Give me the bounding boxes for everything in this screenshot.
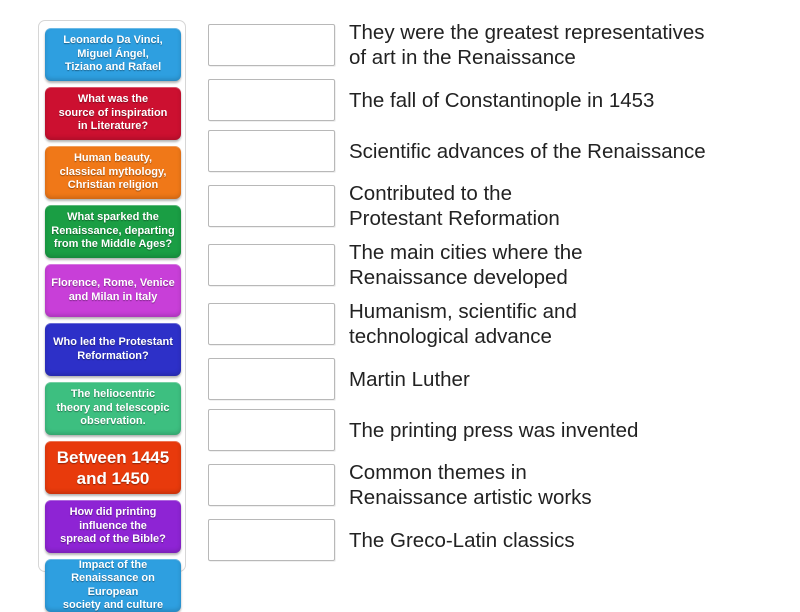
match-answer-text: The fall of Constantinople in 1453 (349, 88, 655, 112)
draggable-tile[interactable]: The heliocentric theory and telescopic o… (45, 382, 181, 435)
tile-label: Between 1445 and 1450 (56, 447, 170, 488)
match-row: They were the greatest representatives o… (208, 20, 788, 70)
draggable-tile[interactable]: Florence, Rome, Venice and Milan in Ital… (45, 264, 181, 317)
match-answer-text: The Greco-Latin classics (349, 528, 575, 552)
match-answer-text: Martin Luther (349, 367, 470, 391)
drop-target-box[interactable] (208, 79, 335, 121)
match-answer-text: Scientific advances of the Renaissance (349, 139, 706, 163)
match-row: Scientific advances of the Renaissance (208, 130, 788, 172)
match-row: The fall of Constantinople in 1453 (208, 79, 788, 121)
draggable-tile[interactable]: What sparked the Renaissance, departing … (45, 205, 181, 258)
draggable-tile[interactable]: Human beauty, classical mythology, Chris… (45, 146, 181, 199)
match-row: Contributed to the Protestant Reformatio… (208, 181, 788, 231)
match-answer-text: The main cities where the Renaissance de… (349, 241, 583, 289)
match-row: The printing press was invented (208, 409, 788, 451)
match-row: The main cities where the Renaissance de… (208, 240, 788, 290)
drop-target-box[interactable] (208, 519, 335, 561)
tile-label: The heliocentric theory and telescopic o… (56, 388, 170, 428)
drop-target-box[interactable] (208, 409, 335, 451)
drop-target-box[interactable] (208, 303, 335, 345)
match-answer-text: The printing press was invented (349, 418, 639, 442)
draggable-tile[interactable]: What was the source of inspiration in Li… (45, 87, 181, 140)
match-row: The Greco-Latin classics (208, 519, 788, 561)
drop-target-box[interactable] (208, 130, 335, 172)
tile-label: Florence, Rome, Venice and Milan in Ital… (51, 277, 175, 303)
draggable-tile[interactable]: Impact of the Renaissance on European so… (45, 559, 181, 612)
match-rows-list: They were the greatest representatives o… (208, 20, 788, 570)
tile-label: What sparked the Renaissance, departing … (51, 211, 175, 251)
drop-target-box[interactable] (208, 244, 335, 286)
tile-label: Impact of the Renaissance on European so… (62, 559, 164, 611)
drop-target-box[interactable] (208, 358, 335, 400)
drop-target-box[interactable] (208, 24, 335, 66)
match-row: Common themes in Renaissance artistic wo… (208, 460, 788, 510)
draggable-tiles-panel: Leonardo Da Vinci, Miguel Ángel, Tiziano… (38, 20, 186, 612)
draggable-tile[interactable]: How did printing influence the spread of… (45, 500, 181, 553)
match-answer-text: Contributed to the Protestant Reformatio… (349, 182, 560, 230)
match-row: Humanism, scientific and technological a… (208, 299, 788, 349)
tile-label: Leonardo Da Vinci, Miguel Ángel, Tiziano… (63, 34, 163, 74)
tile-label: Who led the Protestant Reformation? (53, 336, 173, 362)
match-answer-text: Humanism, scientific and technological a… (349, 300, 577, 348)
tile-label: What was the source of inspiration in Li… (58, 93, 168, 133)
drop-target-box[interactable] (208, 185, 335, 227)
draggable-tile[interactable]: Between 1445 and 1450 (45, 441, 181, 494)
match-row: Martin Luther (208, 358, 788, 400)
match-answer-text: Common themes in Renaissance artistic wo… (349, 461, 592, 509)
match-answer-text: They were the greatest representatives o… (349, 21, 705, 69)
draggable-tile[interactable]: Who led the Protestant Reformation? (45, 323, 181, 376)
drop-target-box[interactable] (208, 464, 335, 506)
tile-label: How did printing influence the spread of… (60, 506, 166, 546)
draggable-tile[interactable]: Leonardo Da Vinci, Miguel Ángel, Tiziano… (45, 28, 181, 81)
tile-label: Human beauty, classical mythology, Chris… (59, 152, 167, 192)
